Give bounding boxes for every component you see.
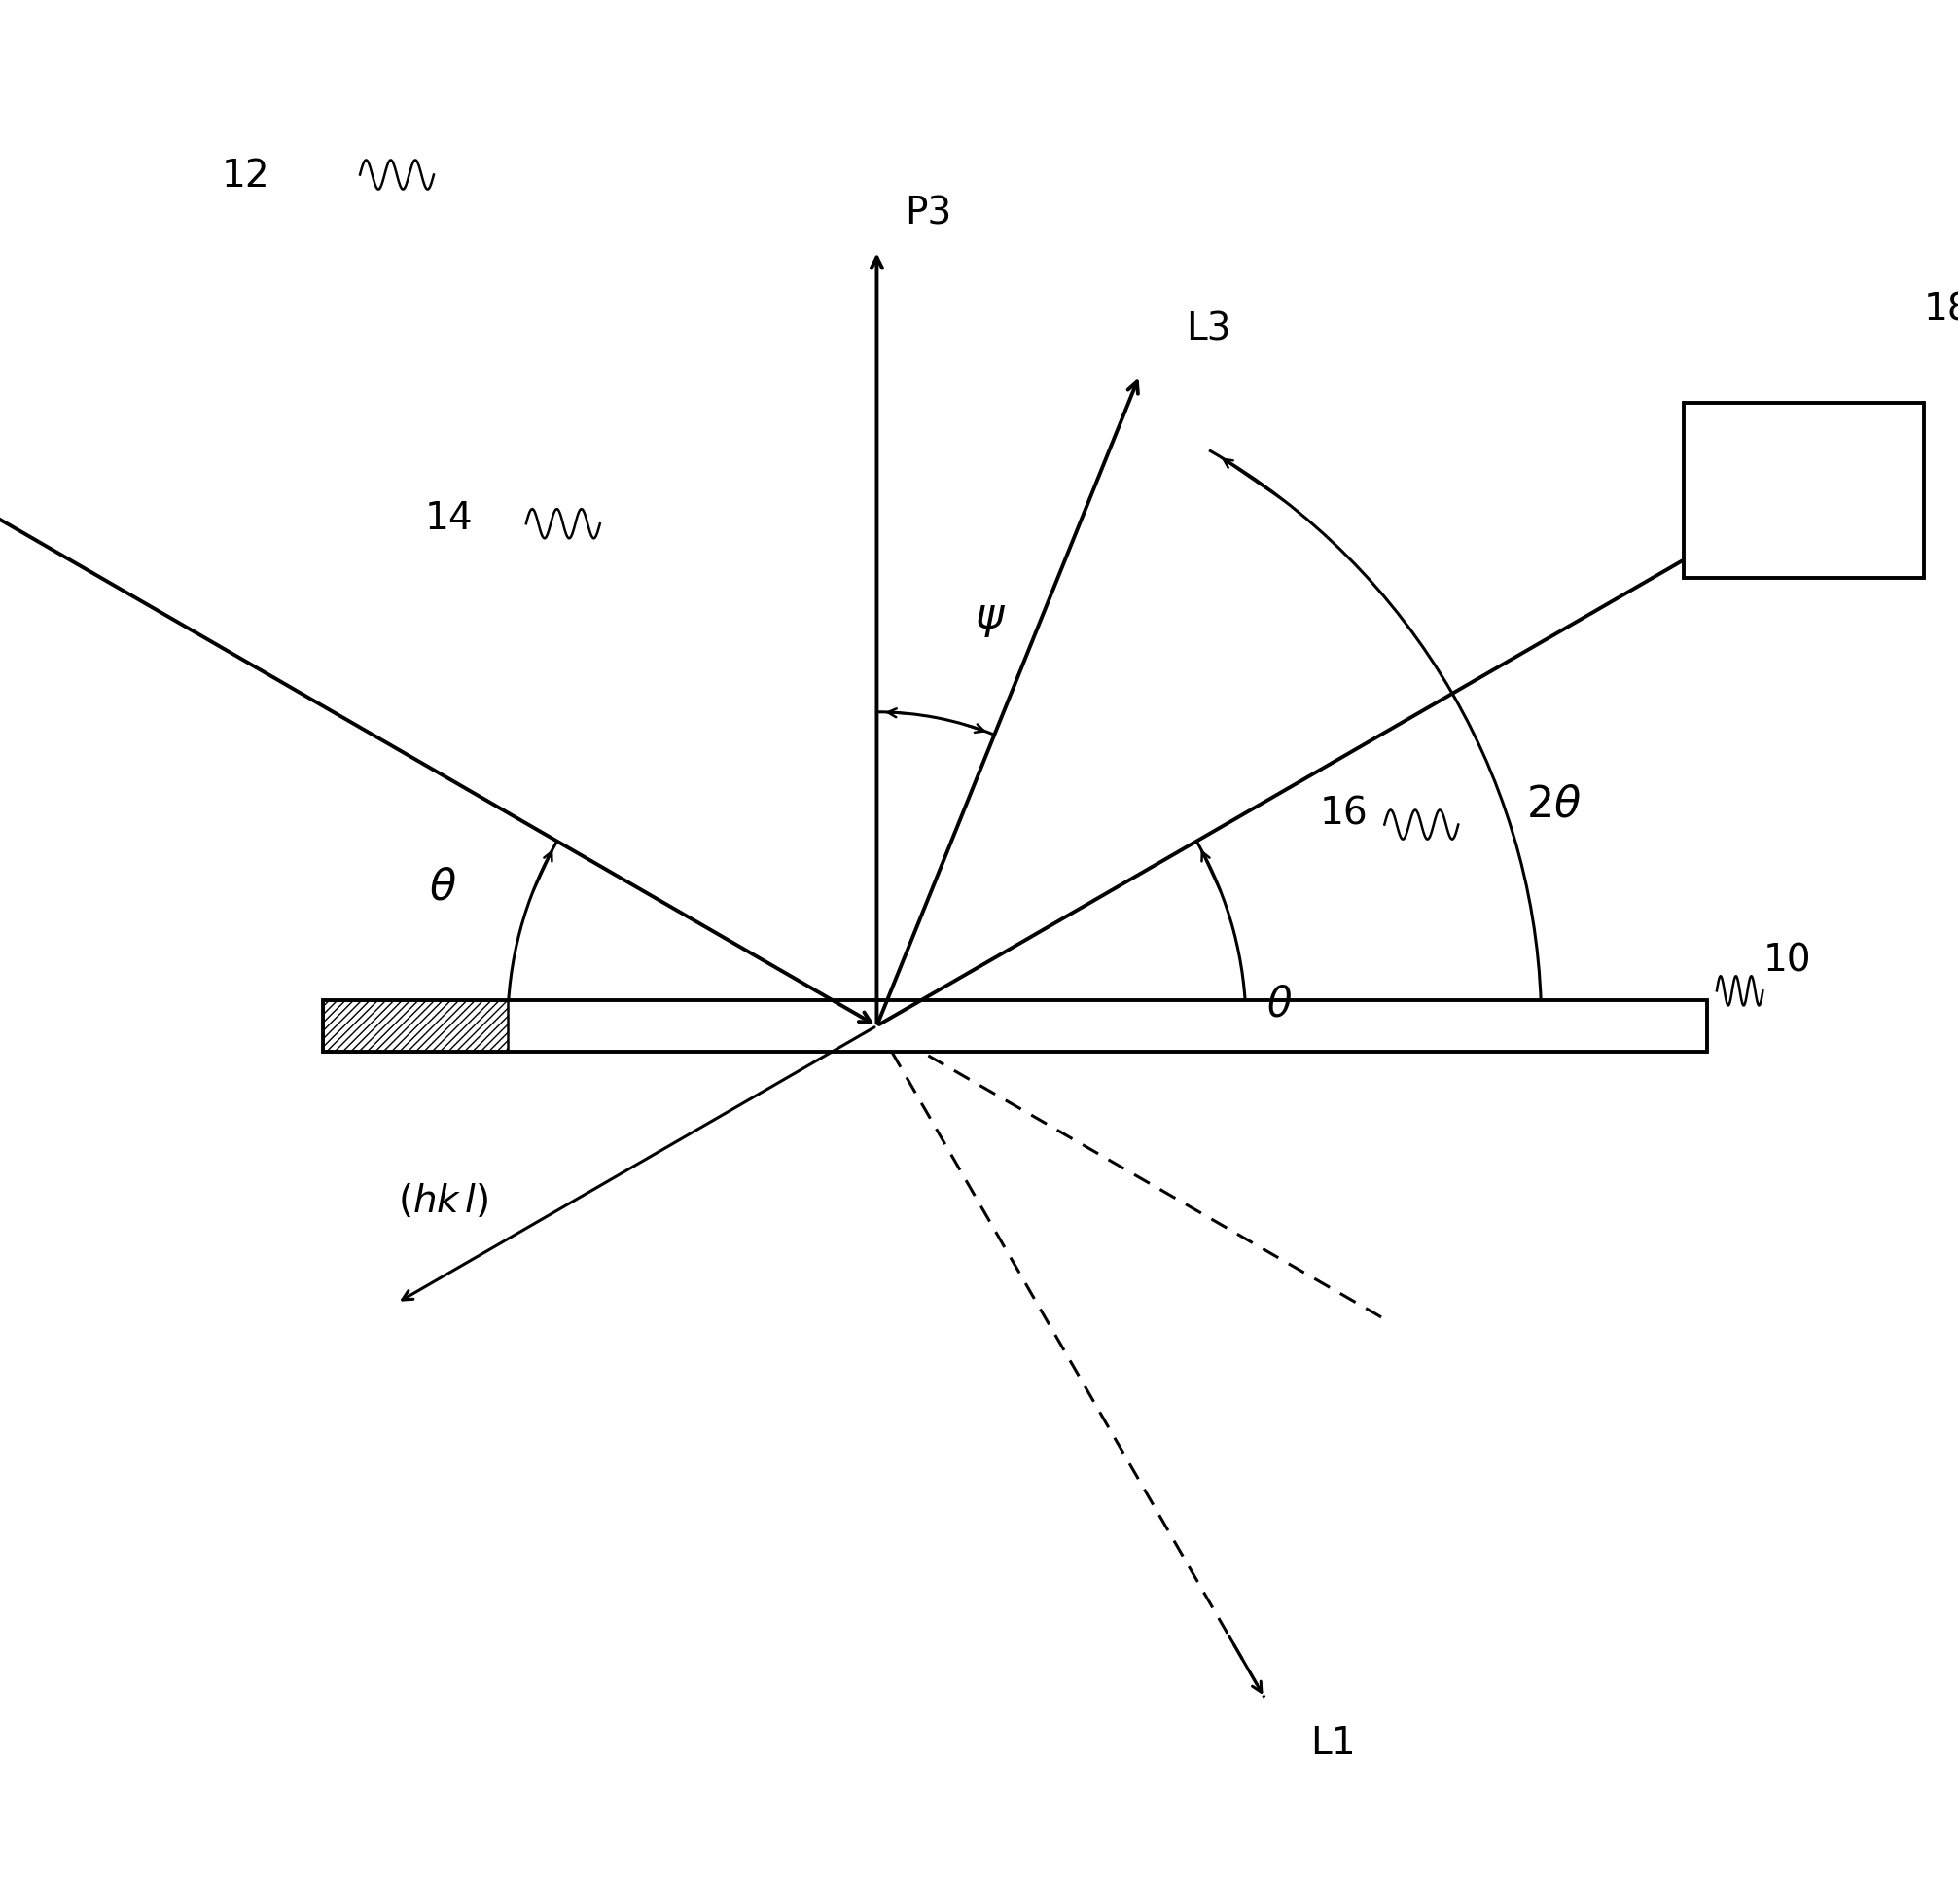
Text: $\psi$: $\psi$ xyxy=(975,598,1006,640)
Text: $(hk\,l)$: $(hk\,l)$ xyxy=(397,1182,488,1220)
Text: L3: L3 xyxy=(1187,310,1232,348)
Text: $\theta$: $\theta$ xyxy=(1267,984,1292,1024)
Text: P3: P3 xyxy=(905,194,952,232)
Text: 10: 10 xyxy=(1762,942,1811,981)
Text: 12: 12 xyxy=(221,158,270,194)
Text: 14: 14 xyxy=(425,499,472,537)
Text: $2\theta$: $2\theta$ xyxy=(1525,783,1582,824)
Text: 16: 16 xyxy=(1320,796,1369,832)
Text: L1: L1 xyxy=(1310,1725,1357,1761)
Text: 18: 18 xyxy=(1925,291,1958,329)
Bar xyxy=(323,1000,507,1051)
Bar xyxy=(323,1000,1707,1051)
Text: $\theta$: $\theta$ xyxy=(429,866,456,908)
Bar xyxy=(1684,402,1925,579)
